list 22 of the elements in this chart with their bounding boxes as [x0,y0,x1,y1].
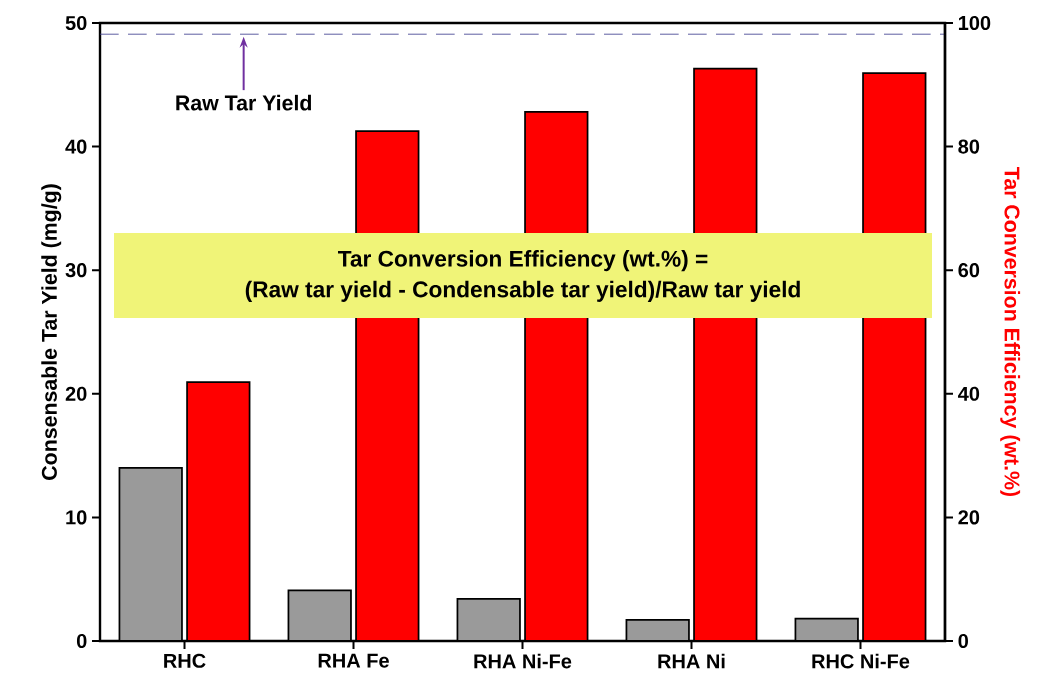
y2-tick-label: 40 [957,386,980,401]
y2-axis-title: Tar Conversion Efficiency (wt.%) [1000,167,1021,497]
ref-line-label: Raw Tar Yield [176,94,312,111]
annotation: Tar Conversion Efficiency (wt.%) = [338,250,708,272]
y-tick-label: 20 [65,386,87,401]
y2-tick-label: 20 [958,510,980,525]
y2-tick-label: 60 [958,263,980,278]
y2-tick-label: 80 [958,139,980,154]
annotation: (Raw tar yield - Condensable tar yield)/Raw tar yield [245,280,800,302]
x-tick-label: RHC [164,653,206,668]
y-axis-title: Consensable Tar Yield (mg/g) [41,184,62,480]
y2-tick-label: 100 [958,15,991,31]
y-tick-label: 30 [65,263,87,278]
x-tick-label: RHA Ni [658,653,725,669]
y-tick-label: 0 [76,633,87,649]
x-tick-label: RHA Fe [318,653,389,668]
x-tick-label: RHA Ni-Fe [474,653,572,669]
y-tick-label: 50 [65,15,87,31]
y-tick-label: 10 [66,510,87,525]
x-tick-label: RHC Ni-Fe [812,653,910,669]
y2-tick-label: 0 [958,633,968,649]
y-tick-label: 40 [65,139,87,154]
